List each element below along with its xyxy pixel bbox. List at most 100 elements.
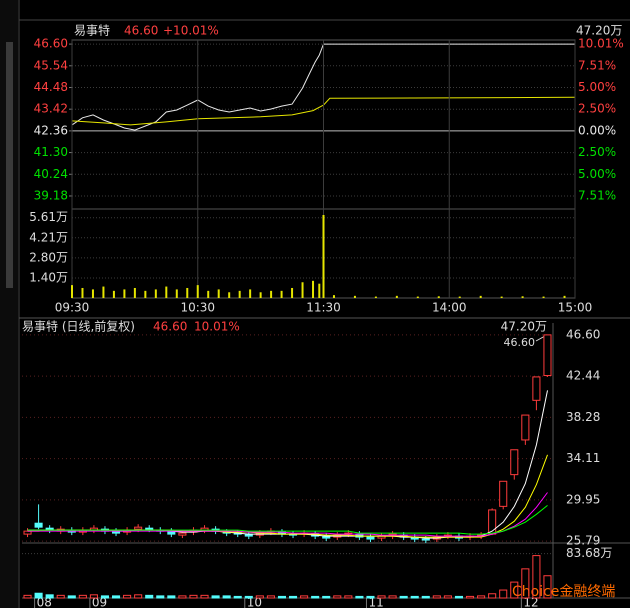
x-tick-label: 08 xyxy=(37,596,52,608)
candle-body xyxy=(543,334,552,377)
volume-bar xyxy=(399,595,408,599)
x-tick-label: 11 xyxy=(368,596,383,608)
candle-body xyxy=(421,538,430,541)
price-line xyxy=(71,96,576,126)
volume-bar xyxy=(45,594,54,599)
volume-bar xyxy=(56,594,65,599)
volume-bar xyxy=(458,296,461,298)
y-tick-label: 43.42 xyxy=(34,102,68,116)
y-tick-label: 45.54 xyxy=(34,58,68,72)
daily-price: 46.60 xyxy=(153,320,187,334)
volume-bar xyxy=(300,595,309,599)
volume-bar xyxy=(521,568,530,599)
volume-bar xyxy=(410,595,419,599)
candle-body xyxy=(499,480,508,507)
daily-annotation: 47.20万 xyxy=(501,320,547,334)
x-tick-label: 10 xyxy=(247,596,262,608)
volume-bar xyxy=(91,289,94,298)
volume-bar xyxy=(207,290,210,298)
volume-bar xyxy=(266,595,275,599)
volume-bar xyxy=(78,594,87,599)
volume-bar xyxy=(477,595,486,599)
y2-tick-label: 10.01% xyxy=(578,37,624,51)
volume-bar xyxy=(277,595,287,599)
y-tick-label: 34.11 xyxy=(566,451,600,465)
y2-tick-label: 7.51% xyxy=(578,58,616,72)
volume-bar xyxy=(186,287,189,298)
volume-bar xyxy=(532,555,541,599)
volume-bar xyxy=(510,581,519,599)
volume-bar xyxy=(23,594,32,599)
volume-bar xyxy=(311,595,320,599)
volume-bar xyxy=(301,282,304,298)
volume-bar xyxy=(165,286,168,298)
volume-bar xyxy=(312,280,315,298)
candle-body xyxy=(34,522,43,528)
candle-body xyxy=(145,527,154,530)
volume-bar xyxy=(244,595,253,599)
y-tick-label: 29.95 xyxy=(566,492,600,506)
volume-bar xyxy=(322,595,331,599)
volume-bar xyxy=(133,287,136,298)
y-tick-label: 42.44 xyxy=(566,369,600,383)
y-tick-label: 40.24 xyxy=(34,167,68,181)
volume-bar xyxy=(167,595,176,599)
volume-bar xyxy=(144,290,147,298)
moving-average xyxy=(27,505,548,535)
volume-bar xyxy=(217,289,220,298)
intraday-annotation: 47.20万 xyxy=(576,24,622,38)
volume-bar xyxy=(123,289,126,298)
volume-bar xyxy=(322,215,325,298)
y2-tick-label: 2.50% xyxy=(578,102,616,116)
volume-bar xyxy=(228,292,231,298)
volume-bar xyxy=(432,595,441,599)
candle-body xyxy=(510,449,519,476)
volume-bar xyxy=(100,595,110,599)
volume-bar xyxy=(211,595,220,599)
volume-bar xyxy=(355,595,364,599)
y-tick-label: 5.61万 xyxy=(29,210,68,224)
y-tick-label: 42.36 xyxy=(34,123,68,137)
x-tick-label: 11:30 xyxy=(306,301,341,315)
x-tick-label: 09 xyxy=(92,596,107,608)
y-tick-label: 1.40万 xyxy=(29,270,68,284)
x-tick-label: 09:30 xyxy=(55,301,90,315)
volume-bar xyxy=(154,289,157,298)
intraday-price: 46.60 xyxy=(124,24,158,38)
candle-body xyxy=(532,376,541,401)
volume-bar xyxy=(416,296,419,298)
volume-bar xyxy=(280,290,283,298)
volume-bar xyxy=(563,295,566,298)
volume-bar xyxy=(102,286,105,298)
volume-bar xyxy=(395,295,398,298)
volume-bar xyxy=(112,290,115,298)
volume-bar xyxy=(488,593,497,599)
daily-change: 10.01% xyxy=(194,320,240,334)
volume-bar xyxy=(259,292,262,298)
candle-body xyxy=(521,414,530,441)
y2-tick-label: 5.00% xyxy=(578,167,616,181)
volume-bar xyxy=(542,296,545,298)
volume-bar xyxy=(377,595,386,599)
volume-bar xyxy=(175,289,178,298)
x-tick-label: 12 xyxy=(523,596,538,608)
volume-bar xyxy=(421,595,430,599)
volume-bar xyxy=(521,296,524,298)
volume-bar xyxy=(374,296,377,298)
y2-tick-label: 0.00% xyxy=(578,123,616,137)
candle-body xyxy=(488,509,497,535)
volume-bar xyxy=(255,595,264,599)
volume-bar xyxy=(111,595,121,599)
intraday-change: +10.01% xyxy=(163,24,219,38)
volume-bar xyxy=(437,296,440,298)
candle-body xyxy=(134,526,143,530)
volume-bar xyxy=(196,285,199,298)
volume-bar xyxy=(222,595,231,599)
volume-bar xyxy=(200,594,209,599)
volume-bar xyxy=(291,287,294,298)
volume-bar xyxy=(270,290,273,298)
volume-bar xyxy=(500,296,503,298)
